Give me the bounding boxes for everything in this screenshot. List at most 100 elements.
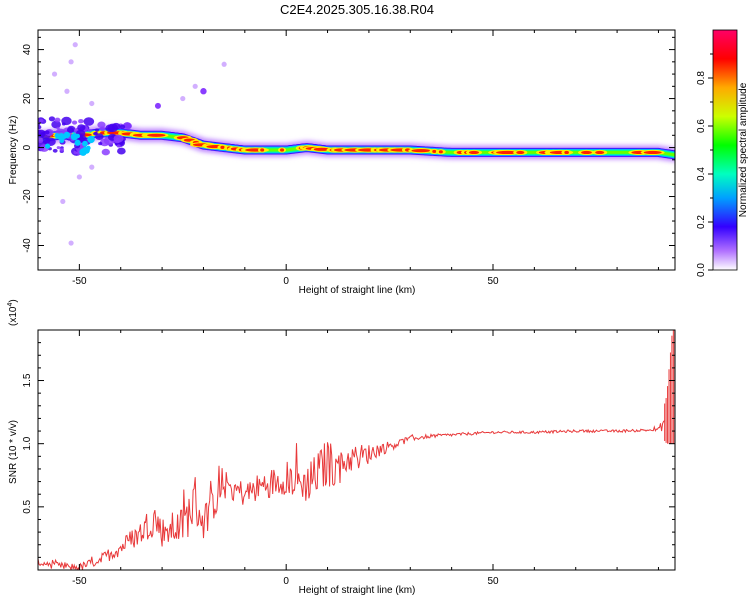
ridge-peak (564, 150, 569, 155)
snr-frame (37, 329, 676, 571)
ridge-peak (595, 150, 605, 155)
noise-blob (54, 133, 60, 139)
svg-text:(x104): (x104) (7, 299, 19, 326)
noise-blob (38, 129, 46, 138)
noise-blob (71, 120, 78, 125)
colorbar-ticks: 0.0 0.2 0.4 0.6 0.8 (696, 53, 713, 277)
colorbar-tick-label: 0.0 (696, 263, 707, 277)
y-tick-label: 0 (22, 144, 33, 150)
noise-blob (119, 124, 126, 130)
noise-blob (44, 130, 50, 135)
noise-blob (97, 121, 106, 129)
noise-blob (66, 127, 74, 133)
scatter-blob (76, 174, 82, 180)
y-tick-label: 1.5 (22, 373, 33, 387)
scatter-blob (221, 61, 227, 67)
x-tick-label: 0 (283, 576, 289, 587)
noise-blob (78, 119, 84, 124)
noise-blob (39, 118, 44, 123)
y-tick-label: -40 (22, 238, 33, 253)
noise-blob (48, 116, 56, 122)
scatter-blob (60, 198, 66, 205)
scatter-blob (64, 88, 70, 94)
ridge-peak (643, 150, 662, 155)
noise-blob (116, 144, 121, 148)
x-tick-label: -50 (72, 576, 87, 587)
x-tick-label: 0 (283, 276, 289, 287)
ridge-peak (516, 150, 525, 155)
y-tick-label: 1.0 (22, 436, 33, 450)
y-tick-label: 0.5 (22, 499, 33, 513)
noise-blob (51, 120, 61, 129)
snr-ylabel: SNR (10 * v/v) (8, 420, 19, 484)
y-tick-label: -20 (22, 189, 33, 204)
scatter-blob (89, 100, 95, 107)
snr-multiplier-base: (x10 (8, 306, 19, 326)
noise-blob (94, 128, 100, 132)
scatter-blob (192, 83, 198, 89)
noise-blob (56, 146, 61, 150)
noise-blob (38, 138, 44, 143)
noise-blob (95, 133, 104, 140)
spectrogram-panel: -50 0 50 -40 -20 0 20 40 Height of straight lin… (8, 29, 676, 296)
scatter-blob (89, 164, 95, 170)
spectrogram-ylabel: Frequency (Hz) (8, 116, 19, 185)
spectrogram-frame (37, 29, 676, 271)
snr-ticks: -50 0 50 0.5 1.0 1.5 (22, 330, 675, 587)
noise-blob (38, 124, 42, 130)
noise-blob (61, 122, 66, 126)
noise-blob (77, 124, 86, 131)
noise-blob (74, 139, 81, 146)
colorbar-tick-label: 0.2 (696, 215, 707, 229)
noise-blob (56, 126, 60, 130)
spectrogram-ticks: -50 0 50 -40 -20 0 20 40 (22, 30, 675, 287)
ridge-peak (260, 148, 265, 152)
noise-blob (87, 135, 95, 144)
ridge-peak (411, 149, 431, 153)
noise-blob (54, 117, 61, 123)
scatter-blob (72, 42, 78, 48)
colorbar: 0.0 0.2 0.4 0.6 0.8 Normalized spectral ampl… (696, 29, 749, 277)
noise-blob (98, 141, 103, 146)
noise-blob (79, 148, 87, 156)
y-tick-label: 20 (22, 93, 33, 105)
noise-blob (59, 138, 65, 144)
ridge-peak (496, 150, 519, 155)
snr-line (38, 420, 665, 570)
noise-blob (83, 117, 95, 126)
ridge-peak (220, 145, 225, 149)
noise-blob (59, 148, 64, 152)
scatter-blob (51, 71, 58, 77)
x-tick-label: -50 (72, 276, 87, 287)
spectrogram-heatmap (38, 42, 675, 246)
scatter-blob (154, 102, 161, 109)
noise-blob (63, 131, 71, 139)
ridge-peak (432, 149, 437, 154)
noise-blob (52, 148, 58, 153)
ridge-peak (313, 147, 330, 151)
x-tick-label: 50 (487, 576, 499, 587)
noise-blob (113, 134, 124, 143)
noise-blob (73, 150, 78, 155)
colorbar-gradient (712, 29, 738, 271)
colorbar-tick-label: 0.8 (696, 71, 707, 85)
y-tick-label: 40 (22, 44, 33, 56)
snr-panel: -50 0 50 0.5 1.0 1.5 Height of straight line … (7, 299, 676, 596)
snr-series (38, 330, 675, 570)
noise-blob (101, 148, 110, 156)
noise-blob (105, 124, 115, 133)
figure-title: C2E4.2025.305.16.38.R04 (280, 2, 434, 17)
snr-xlabel: Height of straight line (km) (299, 585, 416, 596)
x-tick-label: 50 (487, 276, 499, 287)
scatter-blob (180, 95, 186, 102)
noise-blob (87, 128, 92, 132)
noise-blob (75, 133, 80, 139)
ridge-peak (438, 150, 443, 154)
snr-multiplier-exp: 4 (7, 303, 14, 307)
colorbar-tick-label: 0.4 (696, 167, 707, 181)
snr-multiplier: (x104) (7, 299, 19, 326)
scatter-blob (200, 88, 207, 95)
noise-blob (79, 137, 86, 143)
ridge-peak (280, 148, 285, 152)
